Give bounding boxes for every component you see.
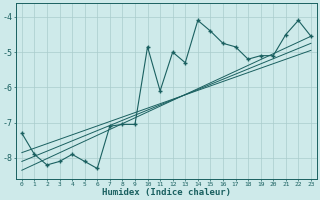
X-axis label: Humidex (Indice chaleur): Humidex (Indice chaleur) <box>102 188 231 197</box>
